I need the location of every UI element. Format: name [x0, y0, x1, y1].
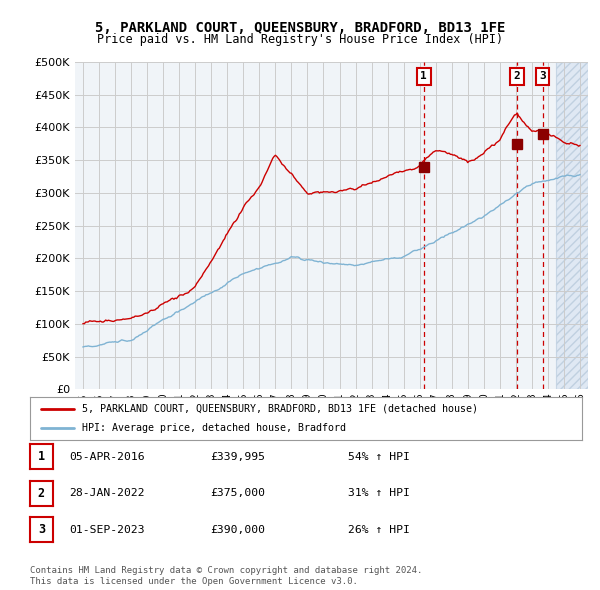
- Text: 26% ↑ HPI: 26% ↑ HPI: [348, 525, 410, 535]
- Bar: [556, 62, 588, 389]
- Text: 05-APR-2016: 05-APR-2016: [69, 452, 145, 461]
- Text: 2: 2: [514, 71, 520, 81]
- Text: 31% ↑ HPI: 31% ↑ HPI: [348, 489, 410, 498]
- Text: 5, PARKLAND COURT, QUEENSBURY, BRADFORD, BD13 1FE (detached house): 5, PARKLAND COURT, QUEENSBURY, BRADFORD,…: [82, 404, 478, 414]
- Text: £390,000: £390,000: [210, 525, 265, 535]
- Bar: [556, 62, 588, 389]
- Text: £339,995: £339,995: [210, 452, 265, 461]
- Text: £375,000: £375,000: [210, 489, 265, 498]
- Text: HPI: Average price, detached house, Bradford: HPI: Average price, detached house, Brad…: [82, 423, 346, 433]
- Text: 2: 2: [38, 487, 45, 500]
- Text: Contains HM Land Registry data © Crown copyright and database right 2024.: Contains HM Land Registry data © Crown c…: [30, 566, 422, 575]
- Text: 28-JAN-2022: 28-JAN-2022: [69, 489, 145, 498]
- Text: 3: 3: [539, 71, 546, 81]
- Text: 5, PARKLAND COURT, QUEENSBURY, BRADFORD, BD13 1FE: 5, PARKLAND COURT, QUEENSBURY, BRADFORD,…: [95, 21, 505, 35]
- Text: Price paid vs. HM Land Registry's House Price Index (HPI): Price paid vs. HM Land Registry's House …: [97, 33, 503, 46]
- Text: 1: 1: [421, 71, 427, 81]
- Text: This data is licensed under the Open Government Licence v3.0.: This data is licensed under the Open Gov…: [30, 576, 358, 586]
- Text: 1: 1: [38, 450, 45, 463]
- Text: 01-SEP-2023: 01-SEP-2023: [69, 525, 145, 535]
- Text: 3: 3: [38, 523, 45, 536]
- Text: 54% ↑ HPI: 54% ↑ HPI: [348, 452, 410, 461]
